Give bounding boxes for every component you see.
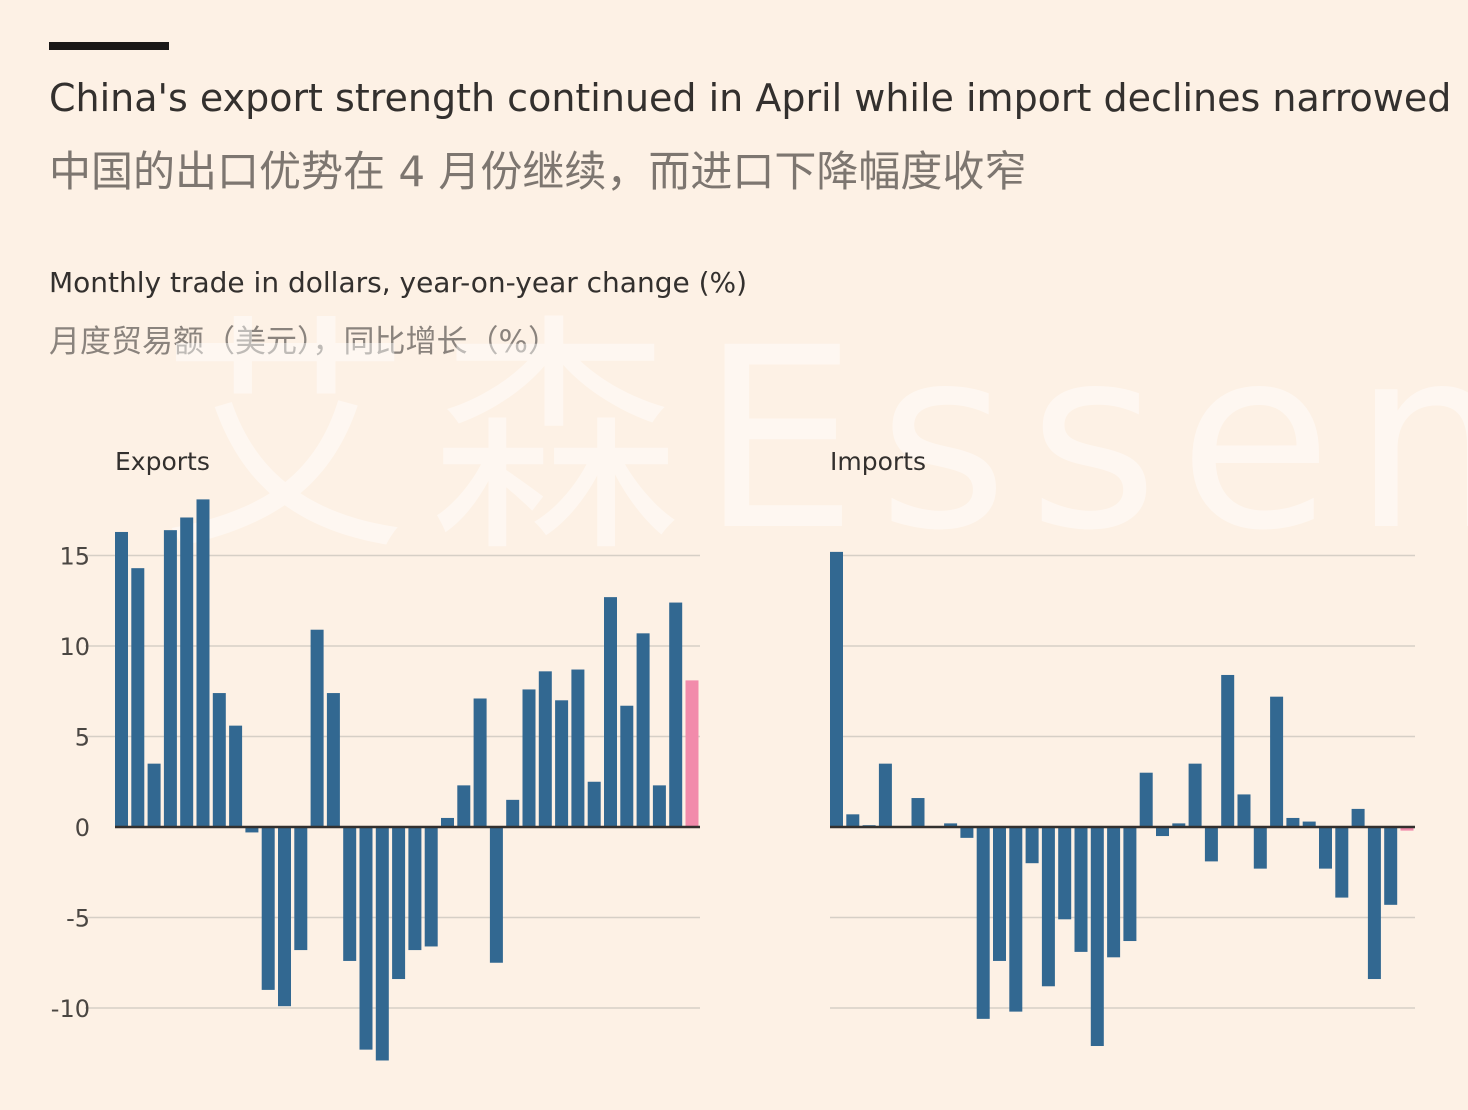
exports-bar: [652, 785, 666, 827]
exports-panel-title: Exports: [115, 447, 210, 476]
exports-bar: [571, 669, 585, 827]
exports-bar: [326, 693, 340, 827]
imports-bar: [1204, 827, 1218, 862]
exports-bar: [473, 698, 487, 827]
imports-panel: Imports: [830, 447, 1415, 1047]
exports-panel: Exports 15 10 5 0 -5 -10: [51, 447, 700, 1061]
exports-bar: [522, 689, 536, 827]
exports-bar: [310, 629, 324, 827]
exports-bar: [180, 517, 194, 827]
imports-bar: [1384, 827, 1398, 905]
exports-bar: [359, 827, 373, 1050]
y-tick-label: 5: [75, 724, 90, 752]
exports-bar: [441, 817, 454, 827]
brand-bar: [49, 42, 169, 50]
imports-bar: [1221, 674, 1235, 827]
exports-bar: [212, 693, 226, 827]
exports-bar: [229, 725, 243, 827]
imports-bar: [1058, 827, 1072, 920]
chart-subtitle-chinese: 月度贸易额（美元），同比增长（%）: [49, 324, 559, 360]
imports-bar: [1009, 827, 1023, 1012]
imports-bar: [1367, 827, 1381, 980]
imports-bar: [960, 827, 974, 838]
exports-bar: [685, 680, 699, 827]
imports-bar: [1107, 827, 1121, 958]
exports-bar: [457, 785, 471, 827]
exports-bar: [604, 597, 617, 827]
exports-bar: [506, 799, 520, 827]
imports-bar: [1237, 794, 1251, 827]
imports-bar: [1188, 763, 1202, 827]
imports-bar: [976, 827, 990, 1019]
imports-bar: [1400, 827, 1414, 831]
exports-bar: [636, 633, 650, 827]
y-tick-label: 0: [75, 814, 90, 842]
exports-bar: [163, 530, 177, 827]
exports-bar: [408, 827, 422, 951]
imports-bar: [944, 823, 958, 827]
imports-panel-title: Imports: [830, 447, 926, 476]
exports-bar: [196, 499, 210, 827]
imports-bar: [1253, 827, 1267, 869]
exports-bar: [245, 827, 259, 833]
imports-bar: [911, 798, 925, 827]
imports-bar: [1270, 696, 1284, 827]
exports-bar: [555, 700, 569, 827]
exports-bar: [115, 531, 128, 827]
exports-bar: [375, 827, 389, 1061]
y-tick-label: -5: [66, 905, 90, 933]
imports-bar: [1172, 823, 1186, 827]
exports-bar: [424, 827, 438, 947]
chart-title: China's export strength continued in Apr…: [49, 76, 1452, 120]
exports-bar: [131, 568, 145, 827]
exports-bar: [294, 827, 308, 951]
y-tick-label: 10: [59, 633, 90, 661]
exports-bar: [669, 602, 683, 827]
y-tick-label: -10: [51, 995, 90, 1023]
imports-bar: [1286, 817, 1300, 827]
chart-subtitle: Monthly trade in dollars, year-on-year c…: [49, 266, 748, 299]
imports-bar: [878, 763, 892, 827]
imports-bar: [1123, 827, 1137, 942]
exports-bar: [489, 827, 503, 963]
exports-bar: [343, 827, 357, 961]
exports-bar: [392, 827, 406, 980]
chart-title-chinese: 中国的出口优势在 4 月份继续，而进口下降幅度收窄: [49, 147, 1027, 196]
imports-bar: [1351, 808, 1365, 827]
imports-bar: [1025, 827, 1039, 864]
imports-bar: [1302, 821, 1316, 827]
imports-bar: [1319, 827, 1332, 869]
imports-bar: [1335, 827, 1349, 898]
imports-bar: [1139, 772, 1153, 827]
exports-bar: [147, 763, 161, 827]
imports-bar: [1090, 827, 1104, 1047]
imports-bar: [1041, 827, 1055, 987]
exports-bar: [538, 671, 552, 827]
exports-bar: [620, 705, 634, 827]
exports-bar: [261, 827, 275, 990]
imports-bar: [830, 551, 843, 827]
imports-bar: [993, 827, 1006, 961]
y-tick-label: 15: [59, 543, 90, 571]
imports-bar: [1156, 827, 1169, 837]
imports-bar: [846, 814, 860, 827]
exports-bar: [587, 781, 601, 827]
exports-bar: [278, 827, 291, 1007]
imports-bar: [1074, 827, 1088, 952]
